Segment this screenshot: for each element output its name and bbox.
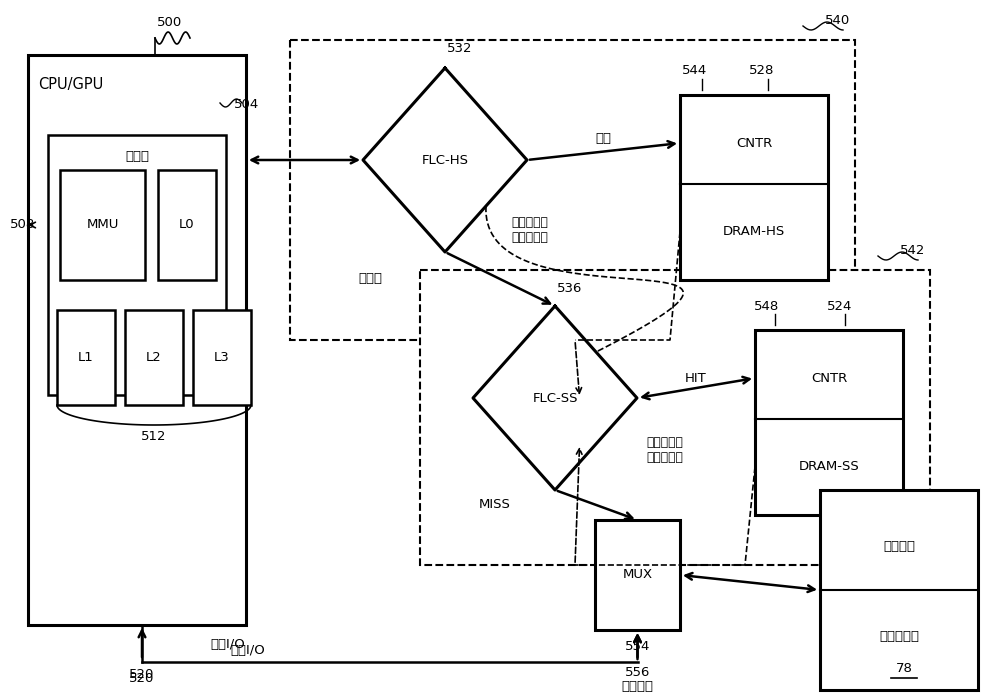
Text: MISS: MISS xyxy=(479,498,511,512)
Text: 520: 520 xyxy=(129,668,155,680)
Text: 556: 556 xyxy=(625,666,650,678)
Bar xyxy=(680,95,828,280)
Text: DRAM-SS: DRAM-SS xyxy=(799,461,859,473)
Bar xyxy=(755,330,903,515)
Bar xyxy=(48,135,226,395)
Text: HIT: HIT xyxy=(685,372,707,385)
Text: L2: L2 xyxy=(146,351,162,364)
Bar xyxy=(60,170,145,280)
Text: FLC-HS: FLC-HS xyxy=(422,153,468,167)
Text: 78: 78 xyxy=(896,661,912,675)
Text: MUX: MUX xyxy=(622,569,653,581)
Text: 528: 528 xyxy=(749,65,775,77)
Text: L1: L1 xyxy=(78,351,94,364)
Text: CPU/GPU: CPU/GPU xyxy=(38,77,103,92)
Text: 命中: 命中 xyxy=(596,132,612,144)
Bar xyxy=(28,55,246,625)
Text: 第一阶段缓
存替换路径: 第一阶段缓 存替换路径 xyxy=(512,216,548,244)
Text: FLC-SS: FLC-SS xyxy=(532,392,578,404)
Text: MMU: MMU xyxy=(86,218,119,231)
Text: 控制信号: 控制信号 xyxy=(622,680,654,693)
Bar xyxy=(158,170,216,280)
Text: 未命中: 未命中 xyxy=(358,273,382,286)
Bar xyxy=(420,270,930,565)
Text: 500: 500 xyxy=(157,15,183,29)
Text: 主存储器: 主存储器 xyxy=(883,539,915,553)
Bar xyxy=(193,310,251,405)
Text: 548: 548 xyxy=(754,300,780,312)
Text: CNTR: CNTR xyxy=(811,372,847,385)
Bar xyxy=(595,520,680,630)
Text: CNTR: CNTR xyxy=(736,137,772,150)
Text: 542: 542 xyxy=(900,243,925,256)
Text: 第二阶段缓
存替换路径: 第二阶段缓 存替换路径 xyxy=(647,436,683,464)
Text: 508: 508 xyxy=(10,218,35,231)
Text: 储存驱动器: 储存驱动器 xyxy=(879,629,919,643)
Text: L0: L0 xyxy=(179,218,195,231)
Text: 524: 524 xyxy=(827,300,853,312)
Text: 520: 520 xyxy=(129,671,155,684)
Text: 文件I/O: 文件I/O xyxy=(230,643,265,657)
Text: 文件I/O: 文件I/O xyxy=(210,638,245,652)
Bar xyxy=(290,40,855,340)
Text: 504: 504 xyxy=(234,98,260,112)
Text: L3: L3 xyxy=(214,351,230,364)
Text: 处理器: 处理器 xyxy=(125,151,149,164)
Text: 532: 532 xyxy=(447,42,473,54)
Text: 544: 544 xyxy=(682,65,708,77)
Text: 512: 512 xyxy=(141,431,167,443)
Text: 554: 554 xyxy=(625,640,650,652)
Bar xyxy=(125,310,183,405)
Bar xyxy=(820,490,978,690)
Text: 540: 540 xyxy=(825,13,850,26)
Text: DRAM-HS: DRAM-HS xyxy=(723,225,785,238)
Text: 536: 536 xyxy=(557,282,583,295)
Bar xyxy=(57,310,115,405)
